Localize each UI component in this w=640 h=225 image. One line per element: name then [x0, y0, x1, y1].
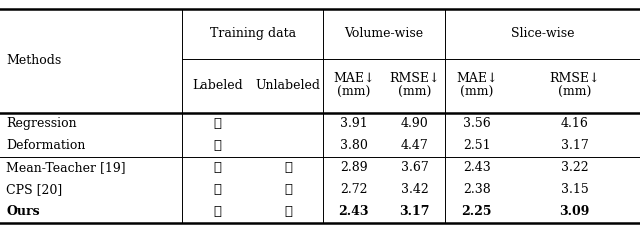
Text: 4.47: 4.47: [401, 139, 428, 152]
Text: ✓: ✓: [214, 183, 221, 196]
Text: Training data: Training data: [210, 27, 296, 40]
Text: 4.90: 4.90: [401, 117, 428, 130]
Text: MAE↓
(mm): MAE↓ (mm): [333, 72, 374, 99]
Text: 4.16: 4.16: [561, 117, 588, 130]
Text: 2.43: 2.43: [463, 161, 491, 174]
Text: 3.80: 3.80: [340, 139, 367, 152]
Text: Ours: Ours: [6, 205, 40, 218]
Text: Regression: Regression: [6, 117, 77, 130]
Text: ✓: ✓: [284, 161, 292, 174]
Text: 2.43: 2.43: [339, 205, 369, 218]
Text: 2.51: 2.51: [463, 139, 491, 152]
Text: 2.38: 2.38: [463, 183, 491, 196]
Text: Labeled: Labeled: [192, 79, 243, 92]
Text: CPS [20]: CPS [20]: [6, 183, 63, 196]
Text: ✓: ✓: [214, 117, 221, 130]
Text: MAE↓
(mm): MAE↓ (mm): [456, 72, 497, 99]
Text: ✓: ✓: [284, 183, 292, 196]
Text: Mean-Teacher [19]: Mean-Teacher [19]: [6, 161, 126, 174]
Text: 3.22: 3.22: [561, 161, 588, 174]
Text: RMSE↓
(mm): RMSE↓ (mm): [389, 72, 440, 99]
Text: ✓: ✓: [214, 161, 221, 174]
Text: 3.09: 3.09: [559, 205, 589, 218]
Text: RMSE↓
(mm): RMSE↓ (mm): [549, 72, 600, 99]
Text: 3.56: 3.56: [463, 117, 491, 130]
Text: 3.17: 3.17: [561, 139, 588, 152]
Text: 3.15: 3.15: [561, 183, 588, 196]
Text: Unlabeled: Unlabeled: [255, 79, 321, 92]
Text: Volume-wise: Volume-wise: [344, 27, 424, 40]
Text: ✓: ✓: [214, 205, 221, 218]
Text: 2.25: 2.25: [461, 205, 492, 218]
Text: 3.42: 3.42: [401, 183, 428, 196]
Text: 2.89: 2.89: [340, 161, 367, 174]
Text: Deformation: Deformation: [6, 139, 86, 152]
Text: 2.72: 2.72: [340, 183, 367, 196]
Text: 3.91: 3.91: [340, 117, 367, 130]
Text: Methods: Methods: [6, 54, 61, 67]
Text: ✓: ✓: [214, 139, 221, 152]
Text: 3.17: 3.17: [399, 205, 429, 218]
Text: Slice-wise: Slice-wise: [511, 27, 574, 40]
Text: 3.67: 3.67: [401, 161, 428, 174]
Text: ✓: ✓: [284, 205, 292, 218]
